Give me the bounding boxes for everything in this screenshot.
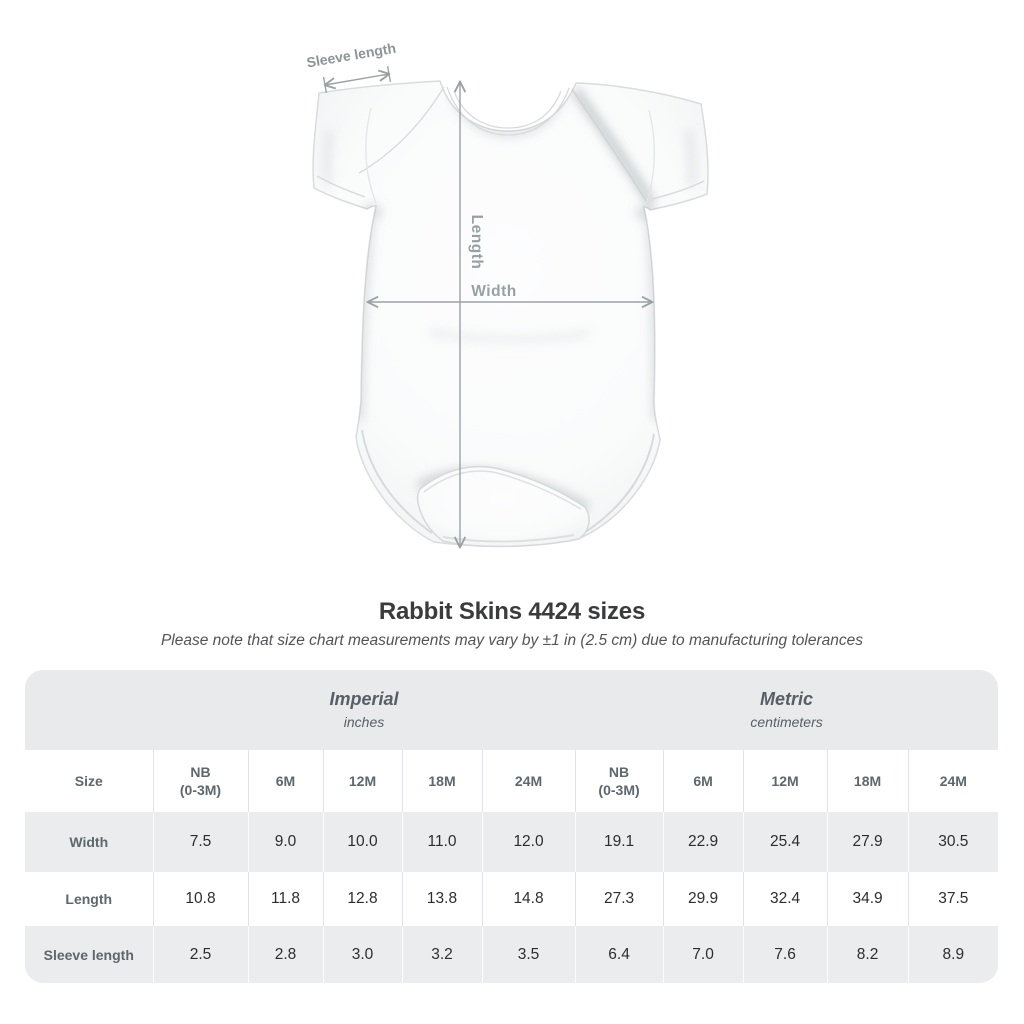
cell-width-imperial-6m: 9.0 xyxy=(247,812,323,872)
unit-group-header-row: Imperial inches Metric centimeters xyxy=(25,670,998,750)
imperial-unit: inches xyxy=(343,713,385,730)
cell-sleeve-imperial-nb: 2.5 xyxy=(152,926,248,983)
dimension-annotations xyxy=(322,65,652,547)
cell-sleeve-metric-6m: 7.0 xyxy=(662,926,744,983)
table-row-length: Length 10.8 11.8 12.8 13.8 14.8 27.3 29.… xyxy=(25,872,998,926)
metric-group-header: Metric centimeters xyxy=(575,670,998,750)
cell-width-metric-6m: 22.9 xyxy=(662,812,744,872)
cell-width-imperial-24m: 12.0 xyxy=(481,812,576,872)
size-column-header: Size xyxy=(25,750,153,812)
imperial-label: Imperial xyxy=(329,689,399,710)
metric-unit: centimeters xyxy=(750,713,823,730)
cell-sleeve-metric-18m: 8.2 xyxy=(826,926,909,983)
cell-width-imperial-nb: 7.5 xyxy=(152,812,248,872)
page-subtitle: Please note that size chart measurements… xyxy=(160,632,864,649)
width-label: Width xyxy=(471,283,516,300)
col-header-imperial-nb: NB (0-3M) xyxy=(152,750,248,812)
row-label-sleeve-length: Sleeve length xyxy=(25,926,153,983)
table-row-width: Width 7.5 9.0 10.0 11.0 12.0 19.1 22.9 2… xyxy=(25,812,998,872)
sleeve-arrow-cap-left xyxy=(322,76,328,94)
sleeve-length-label: Sleeve length xyxy=(305,40,397,71)
cell-sleeve-imperial-12m: 3.0 xyxy=(322,926,402,983)
col-header-metric-18m: 18M xyxy=(826,750,909,812)
corner-cell xyxy=(25,670,153,750)
col-header-metric-24m: 24M xyxy=(907,750,998,812)
col-header-imperial-12m: 12M xyxy=(322,750,402,812)
cell-width-metric-nb: 19.1 xyxy=(574,812,664,872)
imperial-group-header: Imperial inches xyxy=(153,670,576,750)
col-header-imperial-6m: 6M xyxy=(247,750,323,812)
table-row-sleeve-length: Sleeve length 2.5 2.8 3.0 3.2 3.5 6.4 7.… xyxy=(25,926,998,983)
cell-length-imperial-24m: 14.8 xyxy=(481,872,576,926)
col-header-imperial-18m: 18M xyxy=(401,750,482,812)
cell-sleeve-imperial-18m: 3.2 xyxy=(401,926,482,983)
cell-sleeve-metric-24m: 8.9 xyxy=(907,926,998,983)
cell-length-metric-12m: 32.4 xyxy=(742,872,828,926)
cell-sleeve-imperial-6m: 2.8 xyxy=(247,926,323,983)
cell-length-imperial-6m: 11.8 xyxy=(247,872,323,926)
cell-width-imperial-12m: 10.0 xyxy=(322,812,402,872)
col-header-metric-nb: NB (0-3M) xyxy=(574,750,664,812)
row-label-length: Length xyxy=(25,872,153,926)
cell-length-metric-24m: 37.5 xyxy=(907,872,998,926)
size-table: Imperial inches Metric centimeters Size … xyxy=(25,670,998,983)
cell-length-metric-18m: 34.9 xyxy=(826,872,909,926)
cell-length-imperial-12m: 12.8 xyxy=(322,872,402,926)
metric-label: Metric xyxy=(760,689,814,710)
cell-sleeve-metric-12m: 7.6 xyxy=(742,926,828,983)
sleeve-length-arrow xyxy=(325,74,389,85)
cell-length-metric-nb: 27.3 xyxy=(574,872,664,926)
cell-sleeve-imperial-24m: 3.5 xyxy=(481,926,576,983)
length-label: Length xyxy=(468,215,485,270)
cell-length-metric-6m: 29.9 xyxy=(662,872,744,926)
page-title: Rabbit Skins 4424 sizes xyxy=(378,598,646,625)
cell-width-imperial-18m: 11.0 xyxy=(401,812,482,872)
cell-sleeve-metric-nb: 6.4 xyxy=(574,926,664,983)
size-header-row: Size NB (0-3M) 6M 12M 18M 24M NB (0-3M) … xyxy=(25,750,998,812)
cell-length-imperial-18m: 13.8 xyxy=(401,872,482,926)
col-header-imperial-24m: 24M xyxy=(481,750,576,812)
col-header-metric-6m: 6M xyxy=(662,750,744,812)
col-header-metric-12m: 12M xyxy=(742,750,828,812)
row-label-width: Width xyxy=(25,812,153,872)
cell-width-metric-18m: 27.9 xyxy=(826,812,909,872)
cell-width-metric-12m: 25.4 xyxy=(742,812,828,872)
cell-length-imperial-nb: 10.8 xyxy=(152,872,248,926)
bodysuit-size-diagram: Sleeve length Length Width xyxy=(305,40,709,580)
bodysuit-graphic xyxy=(312,80,709,548)
cell-width-metric-24m: 30.5 xyxy=(907,812,998,872)
sleeve-arrow-cap-right xyxy=(386,65,392,83)
